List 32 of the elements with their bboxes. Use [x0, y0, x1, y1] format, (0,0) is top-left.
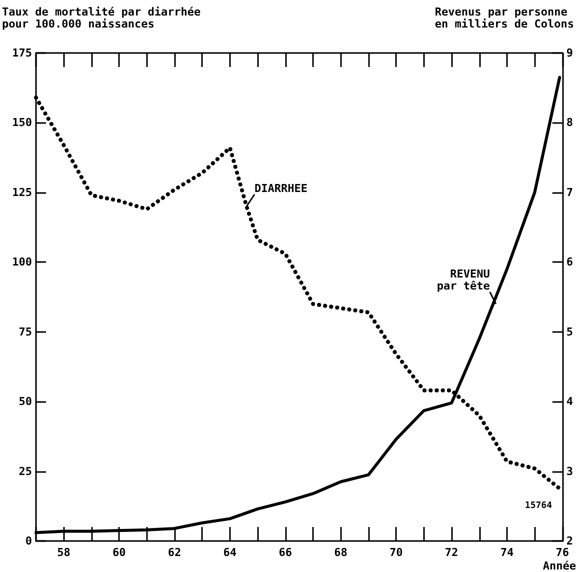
y-tick-label: 50 [18, 395, 32, 408]
x-tick-label: 76 [556, 546, 570, 559]
y2-tick-label: 8 [566, 116, 573, 130]
x-axis-title: Année [542, 560, 576, 572]
x-tick-label: 68 [334, 546, 348, 559]
annotation: REVENU par tête [436, 267, 490, 292]
x-tick-label: 60 [112, 546, 126, 559]
y-axis-title: Taux de mortalité par diarrhée pour 100.000 naissances [2, 6, 202, 30]
y2-tick-label: 4 [566, 395, 574, 408]
y-tick-label: 75 [18, 325, 32, 338]
y-tick-label: 150 [12, 116, 32, 130]
x-tick-label: 62 [168, 546, 182, 559]
y2-tick-label: 5 [566, 325, 573, 338]
x-tick-label: 64 [223, 546, 237, 559]
y-tick-label: 100 [12, 256, 32, 269]
y2-tick-label: 2 [566, 534, 573, 548]
x-tick-label: 74 [500, 546, 514, 559]
x-tick-label: 70 [390, 546, 403, 559]
y2-tick-label: 3 [566, 464, 573, 478]
y-tick-label: 25 [18, 464, 32, 478]
x-tick-label: 66 [278, 546, 292, 559]
x-tick-label: 72 [444, 546, 458, 559]
y-tick-label: 125 [12, 186, 32, 199]
annotation: DIARRHEE [254, 182, 308, 195]
y2-tick-label: 9 [566, 46, 573, 60]
annotation: 15764 [524, 501, 553, 511]
y2-tick-label: 7 [566, 186, 573, 199]
y2-tick-label: 6 [566, 256, 574, 269]
x-tick-label: 58 [57, 546, 70, 559]
y-tick-label: 0 [25, 534, 32, 548]
y2-axis-title: Revenus par personne en milliers de Colons [434, 6, 574, 30]
y-tick-label: 175 [12, 46, 32, 60]
